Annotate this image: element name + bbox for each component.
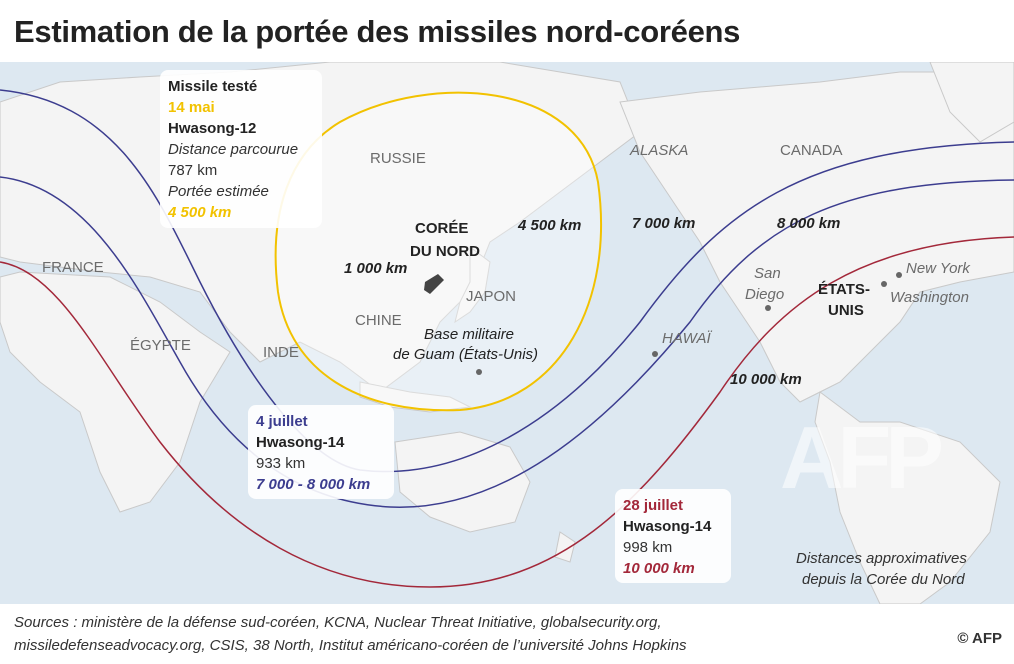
australia-landmass xyxy=(394,431,531,533)
label-coree-line2: DU NORD xyxy=(410,243,480,260)
range-8000-curve xyxy=(0,176,1014,508)
label-usa-line1: ÉTATS- xyxy=(818,281,870,298)
label-sandiego-line1: San xyxy=(754,265,781,282)
map: RUSSIE ALASKA CANADA FRANCE ÉGYPTE INDE … xyxy=(0,62,1014,604)
sandiego-marker xyxy=(765,305,771,311)
card-may-test: Missile testé 14 mai Hwasong-12 Distance… xyxy=(160,70,322,228)
card-july28-test: 28 juillet Hwasong-14 998 km 10 000 km xyxy=(615,489,731,583)
sources: Sources : ministère de la défense sud-co… xyxy=(14,611,687,657)
sources-line1: Sources : ministère de la défense sud-co… xyxy=(14,614,662,631)
card-may-date: 14 mai xyxy=(168,99,215,116)
card-july4-date: 4 juillet xyxy=(256,413,308,430)
label-inde: INDE xyxy=(263,344,299,361)
label-7000km: 7 000 km xyxy=(632,215,696,232)
card-may-range: 4 500 km xyxy=(168,204,232,221)
label-washington: Washington xyxy=(890,289,969,306)
label-sandiego-line2: Diego xyxy=(745,286,785,303)
japan-landmass xyxy=(454,246,491,324)
card-may-distance-label: Distance parcourue xyxy=(168,141,299,158)
card-july4-name: Hwasong-14 xyxy=(256,434,345,451)
label-1000km: 1 000 km xyxy=(344,260,408,277)
africa-landmass xyxy=(0,271,231,513)
label-guam-line2: de Guam (États-Unis) xyxy=(393,346,539,363)
note-line1: Distances approximatives xyxy=(796,550,967,567)
label-usa-line2: UNIS xyxy=(828,302,864,319)
label-guam-line1: Base militaire xyxy=(424,326,515,343)
card-july28-name: Hwasong-14 xyxy=(623,518,712,535)
washington-marker xyxy=(881,281,887,287)
label-4500km: 4 500 km xyxy=(518,217,582,234)
label-russie: RUSSIE xyxy=(370,150,426,167)
page-title: Estimation de la portée des missiles nor… xyxy=(14,14,741,49)
label-coree-line1: CORÉE xyxy=(415,220,469,237)
card-july28-distance: 998 km xyxy=(623,539,673,556)
north-america-landmass xyxy=(619,71,1014,403)
label-10000km: 10 000 km xyxy=(730,371,802,388)
label-hawai: HAWAÏ xyxy=(662,330,711,347)
afp-watermark: AFP xyxy=(780,408,944,507)
sources-line2: missiledefenseadvocacy.org, CSIS, 38 Nor… xyxy=(14,637,687,654)
greenland-landmass xyxy=(929,62,1014,143)
card-july28-range: 10 000 km xyxy=(623,560,695,577)
label-france: FRANCE xyxy=(42,259,104,276)
label-alaska: ALASKA xyxy=(630,142,689,159)
label-canada: CANADA xyxy=(780,142,843,159)
newzealand-landmass xyxy=(554,531,576,563)
range-4500-curve xyxy=(274,91,603,412)
north-korea-shape xyxy=(424,274,444,294)
guam-marker xyxy=(476,369,482,375)
card-july28-date: 28 juillet xyxy=(623,497,684,514)
hawai-marker xyxy=(652,351,658,357)
label-egypte: ÉGYPTE xyxy=(130,337,191,354)
afp-credit: © AFP xyxy=(957,630,1002,647)
card-july4-test: 4 juillet Hwasong-14 933 km 7 000 - 8 00… xyxy=(248,405,394,499)
newyork-marker xyxy=(896,272,902,278)
card-july4-distance: 933 km xyxy=(256,455,306,472)
label-chine: CHINE xyxy=(355,312,402,329)
label-japon: JAPON xyxy=(466,288,517,305)
south-america-landmass xyxy=(814,391,1001,604)
label-newyork: New York xyxy=(906,260,970,277)
label-8000km: 8 000 km xyxy=(777,215,841,232)
card-may-heading: Missile testé xyxy=(168,78,258,95)
card-july4-range: 7 000 - 8 000 km xyxy=(256,476,371,493)
range-10000-curve xyxy=(0,236,1014,588)
note-line2: depuis la Corée du Nord xyxy=(802,571,965,588)
card-may-name: Hwasong-12 xyxy=(168,120,257,137)
card-may-distance: 787 km xyxy=(168,162,218,179)
card-may-range-label: Portée estimée xyxy=(168,183,269,200)
